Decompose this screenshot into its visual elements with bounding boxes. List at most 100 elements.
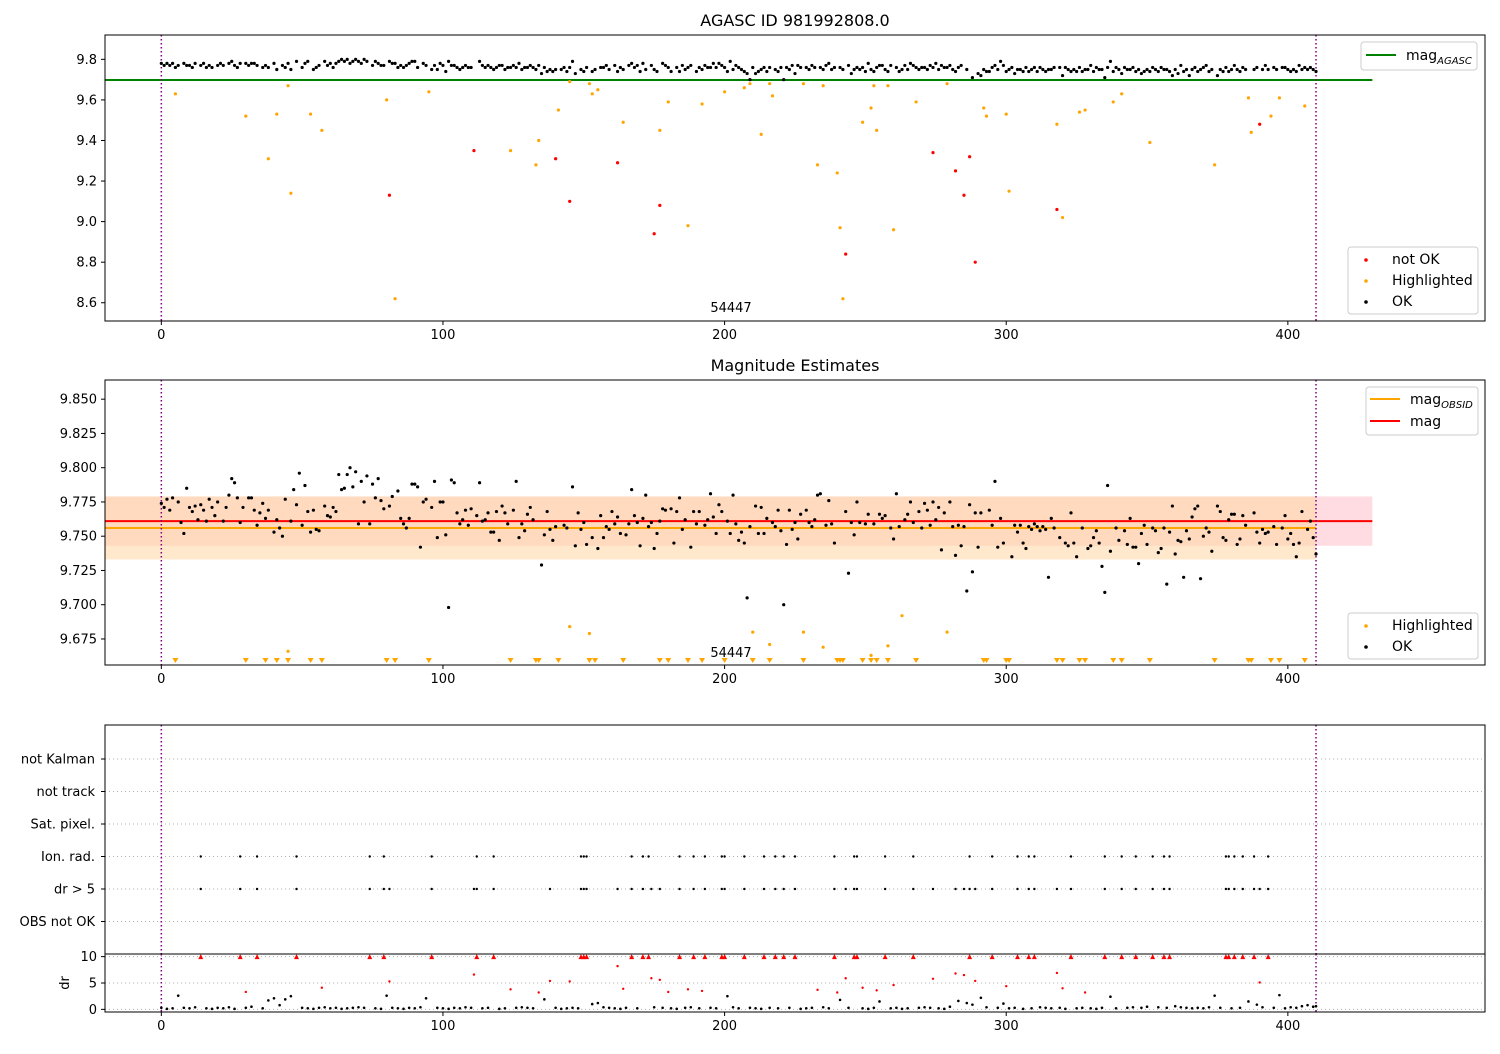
legend-mag-subscript: AGASC	[1436, 56, 1472, 67]
dr-point-flagged	[700, 989, 704, 993]
dr-point-flagged	[658, 978, 662, 982]
ok-point	[748, 78, 752, 82]
ok-point	[661, 61, 665, 65]
ok-point	[677, 69, 682, 74]
ok-point	[615, 69, 620, 74]
clipped-marker	[273, 658, 280, 663]
ok-point	[1106, 65, 1110, 70]
dr-point	[312, 1007, 315, 1011]
clipped-marker	[1276, 658, 1283, 663]
ok-point	[1241, 514, 1245, 518]
ok-point	[863, 69, 868, 74]
dr-point	[613, 1007, 617, 1010]
ok-point	[311, 67, 316, 72]
ok-point	[1032, 522, 1036, 526]
flag-event	[199, 887, 202, 891]
flag-label: Ion. rad.	[41, 850, 95, 865]
ok-point	[937, 67, 941, 72]
highlighted-point	[1120, 92, 1124, 96]
ok-point	[1072, 541, 1076, 545]
clipped-marker	[318, 658, 325, 663]
ok-point	[937, 505, 941, 510]
flag-event	[295, 855, 298, 858]
dr-clipped-marker	[640, 954, 646, 960]
not-ok-point	[931, 151, 935, 155]
panel-2-frame	[104, 379, 1486, 666]
ok-point	[261, 501, 265, 505]
ok-point	[1252, 67, 1256, 72]
ok-point	[1221, 535, 1225, 540]
dr-point	[1064, 1007, 1067, 1011]
flag-event	[650, 887, 653, 891]
dr-clipped-marker	[1167, 954, 1173, 960]
ok-point	[435, 67, 439, 72]
highlighted-point	[770, 94, 775, 98]
ok-point	[649, 520, 653, 525]
ok-point	[883, 67, 887, 72]
ok-point	[762, 65, 766, 70]
clipped-marker	[868, 658, 875, 663]
dr-ylabel: dr	[58, 976, 73, 990]
highlighted-point	[1249, 130, 1253, 134]
ok-point	[1173, 552, 1177, 556]
dr-point-flagged	[650, 977, 653, 980]
ok-point	[252, 508, 256, 512]
dr-point-flagged	[616, 964, 619, 968]
dr-clipped-marker	[429, 954, 435, 960]
dr-point-flagged	[861, 986, 864, 989]
highlighted-point	[821, 645, 825, 649]
ok-point	[697, 509, 701, 514]
dr-point	[1230, 1007, 1233, 1010]
dr-point	[714, 1007, 718, 1010]
ok-point	[252, 61, 256, 65]
ok-point	[827, 498, 831, 503]
ok-point	[255, 63, 259, 68]
ok-point	[776, 69, 780, 74]
dr-point	[250, 1005, 253, 1009]
flag-event	[1266, 887, 1270, 891]
clipped-marker	[1146, 658, 1153, 663]
ok-point	[356, 522, 361, 526]
dr-point	[1089, 1007, 1093, 1010]
dr-point	[788, 1006, 791, 1010]
dr-point	[452, 1006, 456, 1010]
ok-point	[249, 61, 254, 65]
ok-point	[475, 514, 479, 518]
dr-point	[971, 1003, 974, 1006]
ok-point	[666, 65, 670, 70]
ok-point	[1151, 526, 1155, 530]
ok-point	[903, 63, 907, 68]
flag-label: OBS not OK	[20, 915, 96, 930]
legend-mag-estimates: magOBSID mag	[1365, 386, 1479, 436]
ok-point	[430, 67, 434, 72]
ok-point	[182, 531, 186, 536]
highlighted-point	[886, 644, 890, 648]
ok-point	[278, 526, 282, 530]
ok-point	[517, 61, 521, 65]
dr-point	[1185, 1006, 1188, 1010]
clipped-marker	[1118, 658, 1125, 663]
ok-point	[703, 63, 707, 68]
ok-point	[1204, 63, 1208, 68]
ok-point	[1286, 537, 1290, 541]
ok-point	[917, 67, 921, 72]
dr-clipped-marker	[646, 954, 652, 960]
ok-point	[1218, 509, 1222, 514]
flag-event	[616, 887, 619, 891]
dr-point	[1126, 1006, 1129, 1010]
highlighted-point	[875, 128, 879, 132]
dr-point	[481, 1007, 484, 1010]
ok-point	[1179, 63, 1183, 68]
highlighted-point	[1148, 140, 1152, 145]
clipped-marker	[1301, 658, 1308, 663]
dr-point-flagged	[1258, 981, 1261, 984]
ok-point	[568, 65, 572, 70]
ok-point	[1066, 67, 1070, 72]
ok-point	[441, 500, 445, 504]
clipped-marker	[873, 658, 880, 663]
ok-point	[1100, 67, 1104, 72]
ok-point	[1131, 65, 1135, 70]
ok-point	[244, 61, 248, 65]
ok-point	[1089, 544, 1093, 548]
ok-point	[187, 505, 192, 510]
